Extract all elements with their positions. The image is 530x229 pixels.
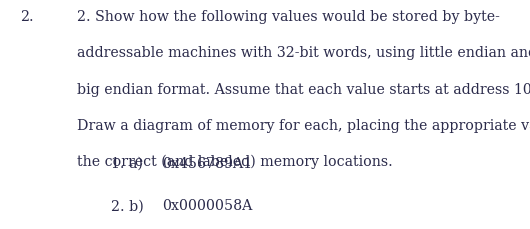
Text: the correct (and labeled) memory locations.: the correct (and labeled) memory locatio… <box>77 155 393 169</box>
Text: 2.: 2. <box>20 10 34 24</box>
Text: 0x0000058A: 0x0000058A <box>162 199 252 213</box>
Text: 2. Show how the following values would be stored by byte-: 2. Show how the following values would b… <box>77 10 500 24</box>
Text: big endian format. Assume that each value starts at address 10: big endian format. Assume that each valu… <box>77 83 530 97</box>
Text: addressable machines with 32-bit words, using little endian and then: addressable machines with 32-bit words, … <box>77 46 530 60</box>
Text: Draw a diagram of memory for each, placing the appropriate values in: Draw a diagram of memory for each, placi… <box>77 119 530 133</box>
Text: 2. b): 2. b) <box>111 199 144 213</box>
Text: 0x456789A1: 0x456789A1 <box>162 157 252 171</box>
Text: 1. a): 1. a) <box>111 157 143 171</box>
